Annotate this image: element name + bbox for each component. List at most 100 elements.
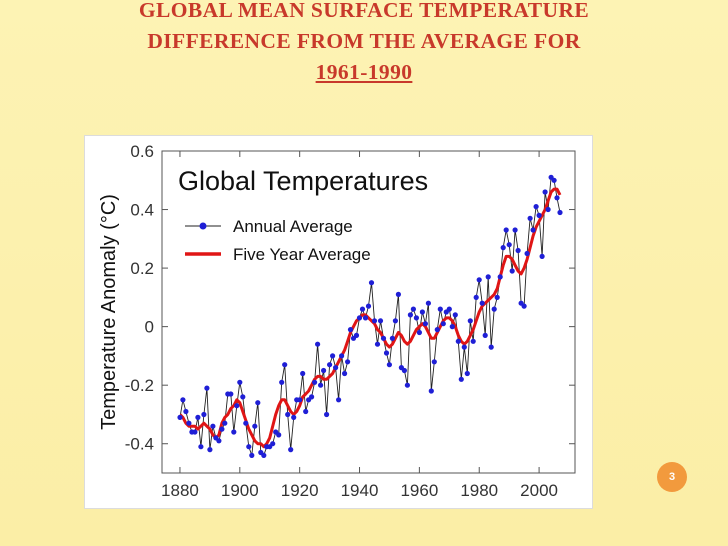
annual-point: [339, 353, 345, 359]
legend-five-year-label: Five Year Average: [233, 245, 371, 264]
annual-point: [467, 318, 473, 324]
annual-point: [521, 303, 527, 309]
y-tick-label: 0.2: [130, 259, 154, 278]
annual-point: [410, 306, 416, 312]
annual-point: [359, 306, 366, 312]
annual-point: [545, 206, 551, 213]
annual-point: [416, 329, 422, 336]
annual-point: [336, 397, 342, 403]
annual-point: [201, 411, 207, 418]
annual-point: [282, 362, 288, 368]
annual-point: [333, 365, 339, 371]
annual-point: [506, 242, 512, 248]
annual-point: [231, 429, 237, 435]
annual-point: [255, 400, 261, 406]
annual-point: [383, 350, 390, 356]
annual-point: [324, 411, 330, 418]
plot-area: [161, 150, 576, 474]
annual-point: [476, 277, 482, 283]
annual-point: [252, 423, 258, 429]
legend-annual-label: Annual Average: [233, 217, 353, 236]
annual-point: [312, 379, 318, 385]
annual-point: [297, 397, 303, 403]
annual-point: [270, 441, 276, 447]
x-tick-label: 1960: [400, 481, 438, 500]
annual-point: [300, 370, 306, 377]
annual-point: [395, 291, 401, 297]
x-tick-label: 1920: [281, 481, 319, 500]
annual-point: [539, 253, 545, 259]
y-tick-label: -0.2: [125, 376, 154, 395]
y-tick-label: -0.4: [125, 435, 154, 454]
annual-average-points: [177, 174, 563, 458]
annual-point: [461, 344, 467, 350]
legend-annual-marker: [199, 222, 207, 230]
chart-title: Global Temperatures: [178, 166, 428, 196]
annual-point: [413, 315, 419, 321]
x-axis-ticks: 1880 1900 1920 1940 1960 1980 2000: [161, 151, 558, 500]
x-tick-label: 2000: [520, 481, 558, 500]
annual-point: [180, 397, 186, 403]
annual-point: [557, 209, 563, 216]
annual-point: [330, 353, 336, 359]
x-tick-label: 1980: [460, 481, 498, 500]
annual-point: [276, 432, 282, 438]
annual-point: [386, 362, 392, 368]
chart-figure: 0.6 0.4 0.2 0 -0.2 -0.4 1880 1900 1920 1940 1960 1…: [84, 135, 593, 509]
annual-point: [327, 362, 333, 368]
annual-point: [210, 423, 216, 429]
annual-point: [219, 426, 225, 432]
y-tick-label: 0.6: [130, 142, 154, 161]
y-tick-label: 0: [145, 318, 154, 337]
annual-point: [494, 294, 500, 300]
annual-point: [204, 385, 210, 391]
annual-point: [377, 318, 384, 324]
annual-point: [342, 370, 348, 377]
title-line-2: DIFFERENCE FROM THE AVERAGE FOR: [147, 29, 581, 53]
annual-point: [288, 447, 294, 453]
annual-point: [222, 420, 228, 426]
annual-point: [240, 394, 246, 400]
x-tick-label: 1880: [161, 481, 199, 500]
annual-point: [345, 359, 351, 365]
annual-point: [482, 332, 488, 338]
annual-point: [509, 268, 515, 274]
annual-point: [261, 452, 267, 458]
annual-point: [530, 227, 536, 233]
annual-point: [440, 321, 446, 327]
y-axis-ticks: 0.6 0.4 0.2 0 -0.2 -0.4: [125, 142, 575, 454]
annual-point: [216, 438, 222, 444]
annual-point: [470, 338, 476, 344]
annual-point: [401, 367, 407, 374]
annual-point: [473, 294, 479, 300]
global-temperatures-chart: 0.60.40.20-0.2-0.4 1880 1900 1920 1940 1960 1…: [98, 142, 576, 500]
annual-point: [356, 315, 363, 321]
annual-point: [404, 382, 410, 388]
annual-point: [533, 204, 539, 210]
annual-point: [228, 391, 234, 397]
annual-point: [491, 306, 497, 312]
annual-point: [198, 444, 204, 450]
annual-point: [431, 359, 437, 365]
annual-point: [246, 444, 252, 450]
annual-point: [321, 367, 327, 374]
annual-point: [449, 324, 455, 330]
annual-point: [365, 303, 372, 309]
annual-point: [353, 332, 360, 338]
annual-point: [195, 414, 201, 420]
annual-point: [374, 341, 381, 347]
title-line-1: GLOBAL MEAN SURFACE TEMPERATURE: [138, 0, 590, 22]
annual-point: [309, 394, 315, 400]
annual-point: [177, 414, 183, 420]
annual-point: [380, 335, 387, 341]
y-tick-label: 0.4: [130, 201, 154, 220]
annual-point: [524, 250, 530, 257]
annual-point: [392, 318, 398, 324]
annual-point: [434, 327, 440, 333]
annual-point: [315, 341, 321, 347]
slide-title: GLOBAL MEAN SURFACE TEMPERATURE DIFFEREN…: [0, 0, 728, 88]
annual-point: [389, 335, 395, 341]
five-year-average-line: [178, 187, 562, 449]
annual-point: [207, 447, 213, 453]
annual-point: [437, 306, 443, 312]
